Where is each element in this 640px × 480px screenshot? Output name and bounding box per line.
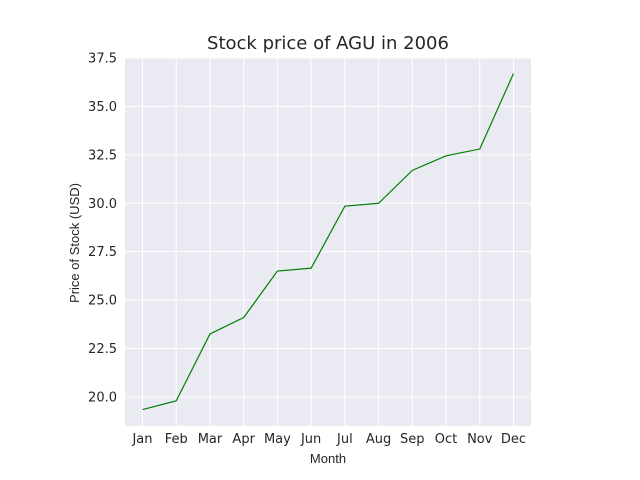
y-tick-label: 32.5 (88, 148, 117, 163)
y-tick-label: 30.0 (88, 197, 117, 212)
y-axis-label: Price of Stock (USD) (67, 183, 82, 303)
y-tick-label: 22.5 (88, 342, 117, 357)
y-tick-label: 27.5 (88, 245, 117, 260)
x-tick-label: Dec (501, 432, 526, 447)
x-tick-label: Jul (336, 432, 353, 447)
chart-title: Stock price of AGU in 2006 (207, 33, 449, 54)
x-tick-label: Feb (165, 432, 188, 447)
x-tick-label: Oct (435, 432, 457, 447)
x-tick-label: Jan (131, 432, 152, 447)
y-tick-label: 37.5 (88, 52, 117, 67)
y-tick-label: 25.0 (88, 294, 117, 309)
x-tick-label: Aug (366, 432, 391, 447)
price-series-line (142, 73, 515, 411)
x-axis-ticks: Jan Feb Mar Apr May Jun Jul Aug Sep Oct Nov Dec (131, 432, 526, 447)
x-tick-label: Sep (400, 432, 425, 447)
y-tick-label: 20.0 (88, 390, 117, 405)
x-tick-label: Mar (198, 432, 223, 447)
plot-background (125, 58, 531, 426)
x-tick-label: Nov (467, 432, 493, 447)
y-tick-label: 35.0 (88, 100, 117, 115)
y-axis-ticks: 20.0 22.5 25.0 27.5 30.0 32.5 35.0 37.5 (88, 52, 117, 406)
x-axis-label: Month (310, 451, 346, 466)
grid-lines (125, 57, 531, 426)
x-tick-label: Jun (300, 432, 321, 447)
x-tick-label: Apr (232, 432, 255, 447)
x-tick-label: May (264, 432, 291, 447)
